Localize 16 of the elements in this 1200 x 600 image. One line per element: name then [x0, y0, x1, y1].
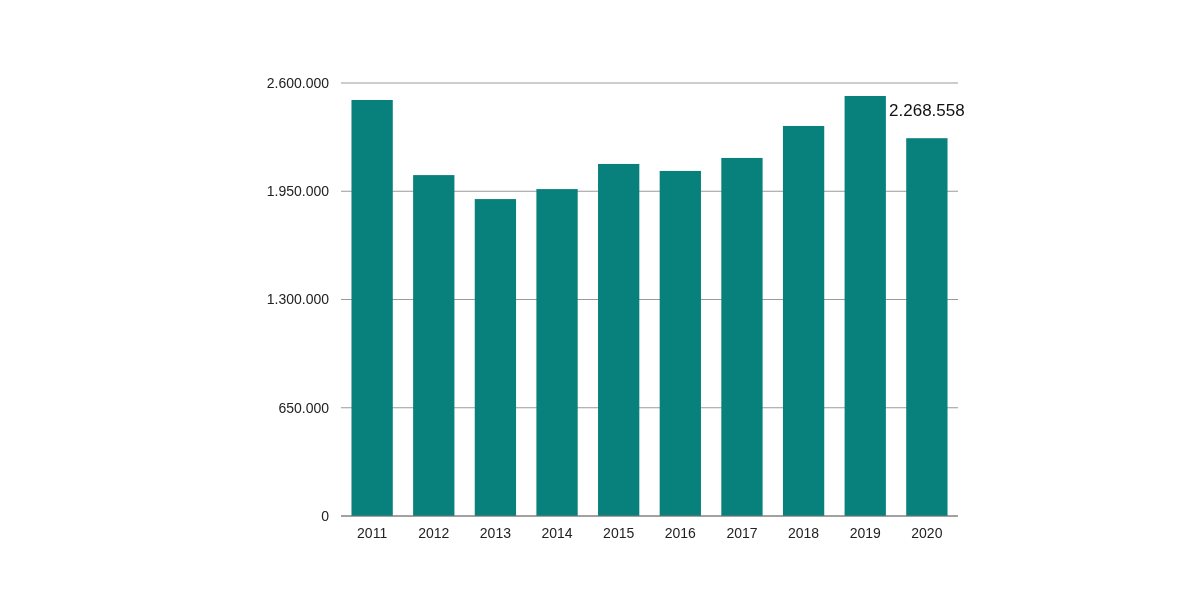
x-tick-label: 2013 — [479, 525, 512, 541]
x-tick-label: 2019 — [849, 525, 882, 541]
x-tick-label: 2014 — [541, 525, 573, 541]
y-tick-label: 650.000 — [278, 399, 330, 416]
x-tick-label: 2011 — [357, 525, 388, 541]
y-tick-label: 2.600.000 — [266, 74, 330, 91]
x-tick-label: 2012 — [418, 525, 450, 541]
x-tick-label: 2015 — [603, 525, 635, 541]
x-tick-label: 2020 — [911, 525, 943, 541]
y-tick-label: 1.950.000 — [266, 183, 330, 200]
x-tick-label: 2018 — [788, 525, 820, 541]
x-tick-label: 2016 — [664, 525, 697, 541]
x-tick-label: 2017 — [726, 525, 758, 541]
y-tick-label: 0 — [321, 507, 330, 524]
y-tick-label: 1.300.000 — [266, 291, 330, 308]
data-label: 2.268.558 — [889, 101, 965, 121]
